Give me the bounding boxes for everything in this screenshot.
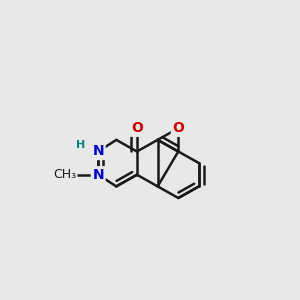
Text: H: H bbox=[76, 140, 86, 150]
Text: CH₃: CH₃ bbox=[53, 168, 76, 181]
Text: N: N bbox=[92, 145, 104, 158]
Text: O: O bbox=[131, 121, 143, 135]
Text: O: O bbox=[172, 121, 184, 135]
Text: N: N bbox=[92, 168, 104, 182]
